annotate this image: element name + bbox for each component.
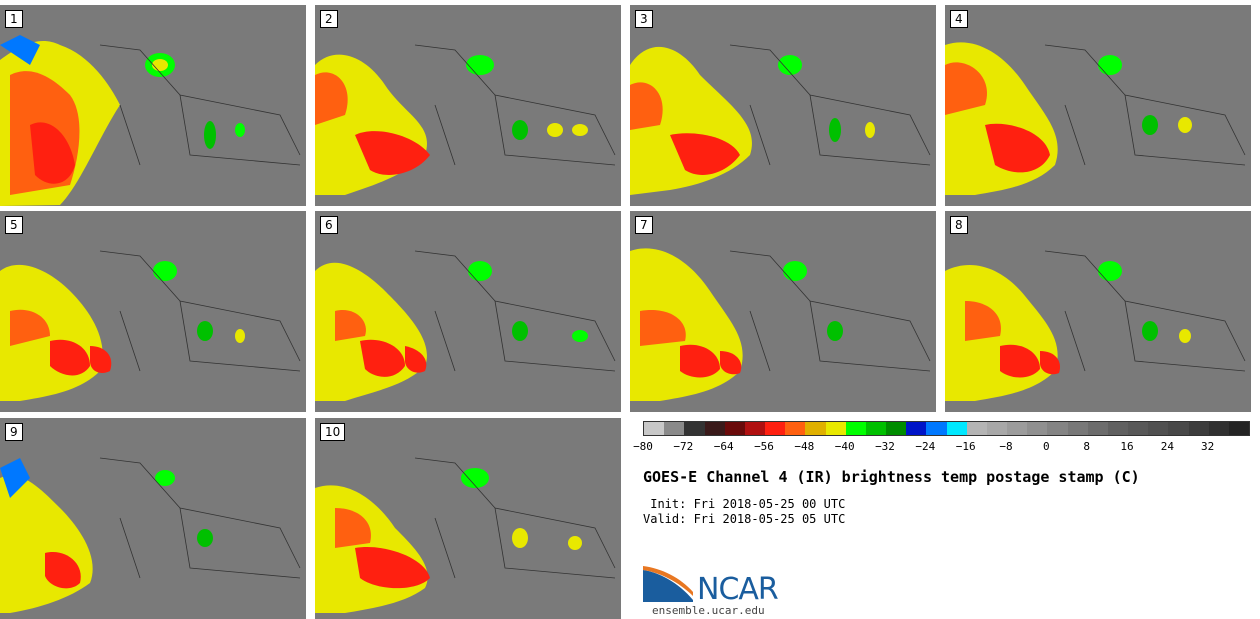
colorbar-tick-label: 32: [1201, 440, 1215, 453]
colorbar-cell: [966, 422, 987, 435]
panel-number: 4: [950, 10, 968, 28]
colorbar-cell: [1128, 422, 1149, 435]
colorbar-tick-label: −72: [673, 440, 694, 453]
map-panel-7: 7: [630, 211, 936, 412]
panel-number: 5: [5, 216, 23, 234]
colorbar-tick-label: 24: [1160, 440, 1174, 453]
plot-title: GOES-E Channel 4 (IR) brightness temp po…: [643, 468, 1140, 486]
colorbar-cell: [664, 422, 685, 435]
colorbar-cell: [906, 422, 927, 435]
satellite-map-8: [945, 211, 1251, 412]
colorbar-cell: [1007, 422, 1028, 435]
colorbar-cell: [1188, 422, 1209, 435]
logo-text: NCAR: [697, 572, 779, 607]
colorbar-tick-label: −16: [955, 440, 976, 453]
colorbar-cell: [865, 422, 887, 435]
colorbar-cell: [785, 422, 806, 435]
valid-time: Valid: Fri 2018-05-25 05 UTC: [643, 512, 846, 526]
satellite-map-4: [945, 5, 1251, 206]
colorbar-cell: [886, 422, 907, 435]
ncar-logo-icon: [643, 566, 693, 602]
colorbar-tick-label: −48: [794, 440, 815, 453]
panel-number: 3: [635, 10, 653, 28]
colorbar-tick-label: 8: [1083, 440, 1090, 453]
panel-number: 8: [950, 216, 968, 234]
satellite-map-2: [315, 5, 621, 206]
panel-number: 6: [320, 216, 338, 234]
map-panel-2: 2: [315, 5, 621, 206]
panel-number: 1: [5, 10, 23, 28]
colorbar-cell: [765, 422, 786, 435]
colorbar-tick-label: −64: [713, 440, 734, 453]
colorbar-cell: [1107, 422, 1129, 435]
satellite-map-3: [630, 5, 936, 206]
colorbar: [643, 421, 1250, 436]
colorbar-tick-label: 0: [1043, 440, 1050, 453]
colorbar-tick-label: −80: [633, 440, 653, 453]
colorbar-cell: [946, 422, 967, 435]
map-panel-6: 6: [315, 211, 621, 412]
colorbar-cell: [744, 422, 766, 435]
colorbar-cell: [1168, 422, 1189, 435]
colorbar-cell: [644, 422, 665, 435]
colorbar-cell: [724, 422, 745, 435]
satellite-map-6: [315, 211, 621, 412]
colorbar-cell: [926, 422, 947, 435]
colorbar-tick-label: −24: [915, 440, 936, 453]
colorbar-tick-label: −8: [999, 440, 1013, 453]
init-time: Init: Fri 2018-05-25 00 UTC: [643, 497, 846, 511]
panel-number: 9: [5, 423, 23, 441]
map-panel-8: 8: [945, 211, 1251, 412]
map-panel-5: 5: [0, 211, 306, 412]
colorbar-cell: [704, 422, 725, 435]
colorbar-tick-label: 16: [1120, 440, 1134, 453]
map-panel-10: 10: [315, 418, 621, 619]
map-panel-1: 1: [0, 5, 306, 206]
colorbar-cell: [1228, 422, 1250, 435]
colorbar-tick-label: −32: [875, 440, 895, 453]
map-panel-9: 9: [0, 418, 306, 619]
logo-url[interactable]: ensemble.ucar.edu: [652, 604, 765, 617]
colorbar-cell: [986, 422, 1008, 435]
satellite-map-7: [630, 211, 936, 412]
colorbar-cell: [1067, 422, 1088, 435]
satellite-map-1: [0, 5, 306, 206]
panel-number: 2: [320, 10, 338, 28]
colorbar-cell: [845, 422, 866, 435]
map-panel-3: 3: [630, 5, 936, 206]
satellite-map-9: [0, 418, 306, 619]
colorbar-cell: [805, 422, 826, 435]
satellite-map-5: [0, 211, 306, 412]
colorbar-tick-label: −40: [834, 440, 855, 453]
colorbar-tick-label: −56: [754, 440, 774, 453]
colorbar-cell: [1208, 422, 1229, 435]
panel-number: 7: [635, 216, 653, 234]
colorbar-cell: [684, 422, 705, 435]
colorbar-ticks: −80 −72 −64 −56 −48 −40 −32 −24 −16 −8 0 8 16 24 32: [633, 440, 1248, 454]
colorbar-cell: [1027, 422, 1048, 435]
colorbar-cell: [1047, 422, 1068, 435]
colorbar-cell: [1087, 422, 1108, 435]
colorbar-cell: [1148, 422, 1169, 435]
satellite-map-10: [315, 418, 621, 619]
panel-number: 10: [320, 423, 346, 441]
colorbar-cell: [825, 422, 846, 435]
map-panel-4: 4: [945, 5, 1251, 206]
